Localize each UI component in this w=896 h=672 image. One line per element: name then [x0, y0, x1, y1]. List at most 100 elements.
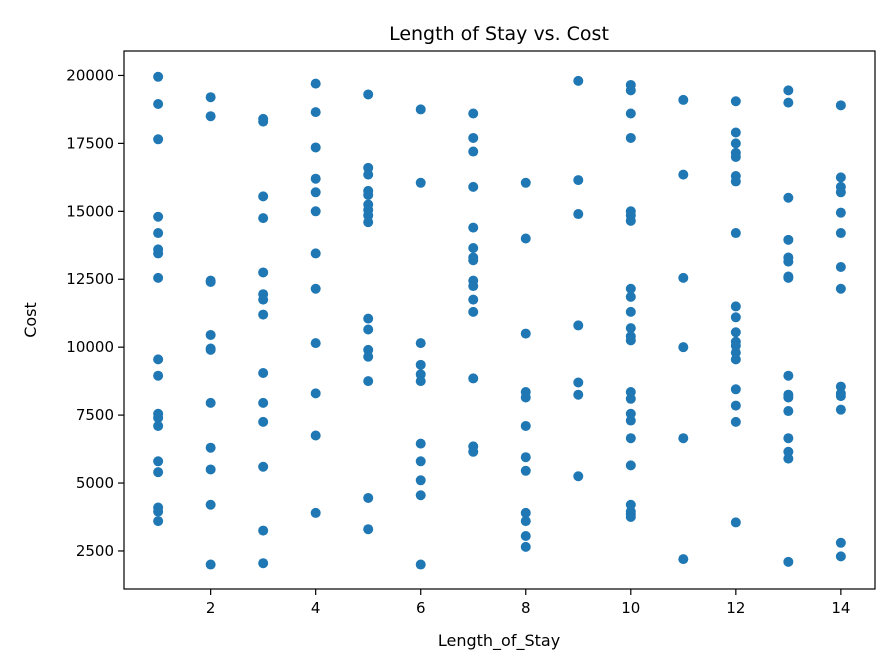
- x-tick-label: 2: [206, 599, 216, 617]
- data-point: [730, 127, 741, 138]
- data-point: [258, 525, 269, 536]
- x-tick-label: 14: [831, 599, 850, 617]
- data-point: [678, 433, 689, 444]
- data-point: [520, 465, 531, 476]
- data-point: [205, 499, 216, 510]
- data-point: [205, 464, 216, 475]
- data-point: [363, 89, 374, 100]
- data-point: [310, 187, 321, 198]
- data-point: [783, 433, 794, 444]
- data-point: [205, 111, 216, 122]
- data-point: [310, 248, 321, 259]
- data-point: [153, 506, 164, 517]
- data-point: [363, 169, 374, 180]
- data-point: [625, 433, 636, 444]
- data-point: [468, 281, 479, 292]
- data-point: [153, 71, 164, 82]
- data-point: [153, 134, 164, 145]
- data-point: [415, 438, 426, 449]
- data-point: [730, 384, 741, 395]
- data-point: [310, 107, 321, 118]
- data-point: [258, 367, 269, 378]
- data-point: [205, 397, 216, 408]
- data-point: [258, 397, 269, 408]
- data-point: [153, 456, 164, 467]
- y-tick-label: 17500: [66, 134, 114, 152]
- data-point: [310, 507, 321, 518]
- data-point: [258, 461, 269, 472]
- data-point: [258, 309, 269, 320]
- data-point: [363, 324, 374, 335]
- data-point: [625, 460, 636, 471]
- data-point: [625, 108, 636, 119]
- data-point: [205, 92, 216, 103]
- data-point: [363, 492, 374, 503]
- data-point: [153, 211, 164, 222]
- data-point: [783, 272, 794, 283]
- data-point: [363, 190, 374, 201]
- data-point: [835, 100, 846, 111]
- data-point: [783, 370, 794, 381]
- data-point: [730, 354, 741, 365]
- data-point: [520, 392, 531, 403]
- data-point: [520, 452, 531, 463]
- data-point: [730, 96, 741, 107]
- y-tick-label: 12500: [66, 270, 114, 288]
- data-point: [520, 531, 531, 542]
- data-point: [310, 338, 321, 349]
- data-point: [468, 306, 479, 317]
- data-point: [520, 516, 531, 527]
- data-point: [730, 327, 741, 338]
- y-tick-label: 5000: [76, 474, 114, 492]
- x-tick-label: 6: [416, 599, 426, 617]
- data-point: [625, 306, 636, 317]
- points-layer: [153, 71, 846, 570]
- data-point: [468, 294, 479, 305]
- data-point: [415, 177, 426, 188]
- x-tick-label: 10: [621, 599, 640, 617]
- data-point: [678, 342, 689, 353]
- data-point: [783, 85, 794, 96]
- data-point: [520, 541, 531, 552]
- y-tick-label: 2500: [76, 542, 114, 560]
- data-point: [835, 262, 846, 273]
- data-point: [783, 234, 794, 245]
- data-point: [730, 400, 741, 411]
- data-point: [205, 344, 216, 355]
- data-point: [835, 537, 846, 548]
- data-point: [415, 490, 426, 501]
- data-point: [468, 132, 479, 143]
- y-axis-label: Cost: [21, 302, 40, 338]
- data-point: [520, 328, 531, 339]
- data-point: [835, 207, 846, 218]
- y-tick-label: 15000: [66, 202, 114, 220]
- data-point: [783, 392, 794, 403]
- data-point: [468, 373, 479, 384]
- data-point: [835, 404, 846, 415]
- data-point: [625, 323, 636, 334]
- data-point: [153, 98, 164, 109]
- data-point: [835, 551, 846, 562]
- data-point: [153, 228, 164, 239]
- data-point: [310, 206, 321, 217]
- data-point: [153, 272, 164, 283]
- data-point: [783, 97, 794, 108]
- data-point: [415, 456, 426, 467]
- data-point: [730, 517, 741, 528]
- data-point: [783, 406, 794, 417]
- data-point: [730, 312, 741, 323]
- data-point: [730, 228, 741, 239]
- data-point: [363, 313, 374, 324]
- data-point: [415, 104, 426, 115]
- data-point: [573, 175, 584, 186]
- data-point: [258, 558, 269, 569]
- data-point: [310, 173, 321, 184]
- data-point: [835, 172, 846, 183]
- data-point: [258, 116, 269, 127]
- data-point: [625, 415, 636, 426]
- data-point: [205, 329, 216, 340]
- data-point: [363, 376, 374, 387]
- data-point: [415, 338, 426, 349]
- data-point: [310, 78, 321, 89]
